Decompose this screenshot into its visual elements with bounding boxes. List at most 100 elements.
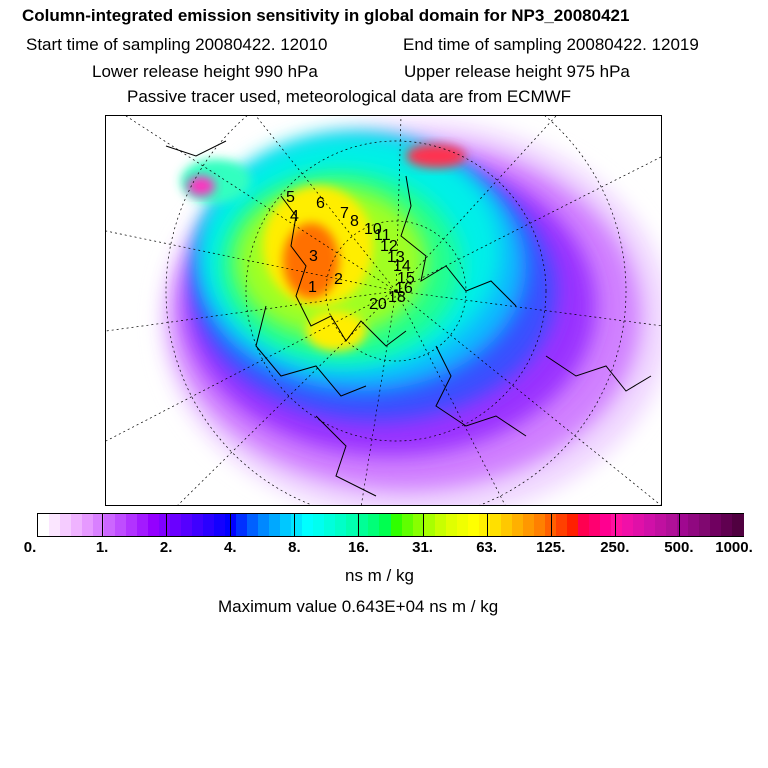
track-label: 1	[308, 279, 317, 296]
colorbar-swatch	[82, 514, 94, 536]
end-time-text: End time of sampling 20080422. 12019	[403, 35, 699, 54]
colorbar-swatch	[247, 514, 259, 536]
colorbar-swatch	[104, 514, 116, 536]
colorbar-swatch	[115, 514, 127, 536]
colorbar-swatch	[214, 514, 226, 536]
colorbar-swatch	[566, 514, 579, 536]
colorbar-swatch	[599, 514, 612, 536]
plot-title: Column-integrated emission sensitivity i…	[22, 6, 630, 25]
colorbar-swatch	[511, 514, 524, 536]
sensitivity-map: 1 2 3 4 5 6 7 8 10 11 12 13 14 15 16 18 20	[105, 115, 662, 506]
colorbar-swatch	[533, 514, 546, 536]
colorbar-swatch	[434, 514, 447, 536]
colorbar-divider	[102, 514, 104, 536]
colorbar-swatch	[665, 514, 678, 536]
colorbar-swatch	[709, 514, 722, 536]
track-label: 4	[290, 208, 299, 225]
colorbar-tick-label: 8.	[288, 539, 301, 556]
colorbar-swatch	[357, 514, 370, 536]
colorbar-swatch	[269, 514, 281, 536]
track-label: 18	[388, 289, 406, 306]
colorbar-swatch	[588, 514, 601, 536]
colorbar-divider	[294, 514, 296, 536]
colorbar-swatch	[236, 514, 248, 536]
colorbar-swatch	[203, 514, 215, 536]
colorbar-swatch	[126, 514, 138, 536]
colorbar-tick-label: 1000.	[715, 539, 753, 556]
colorbar-divider	[550, 514, 552, 536]
colorbar-swatch	[731, 514, 744, 536]
sensitivity-field	[161, 121, 661, 505]
start-time-text: Start time of sampling 20080422. 12010	[26, 35, 328, 54]
track-label: 16	[395, 280, 413, 297]
colorbar-swatch	[368, 514, 381, 536]
colorbar-swatch	[687, 514, 700, 536]
lower-release-text: Lower release height 990 hPa	[92, 62, 318, 81]
colorbar-swatch	[192, 514, 204, 536]
colorbar-swatch	[170, 514, 182, 536]
colorbar-swatch	[423, 514, 436, 536]
colorbar-swatch	[148, 514, 160, 536]
colorbar-divider	[678, 514, 680, 536]
colorbar-swatch	[258, 514, 270, 536]
colorbar-swatch	[676, 514, 689, 536]
colorbar-tick-label: 1.	[95, 539, 109, 556]
colorbar-divider	[486, 514, 488, 536]
track-label: 3	[309, 248, 318, 265]
colorbar-swatch	[632, 514, 645, 536]
colorbar-swatch	[324, 514, 337, 536]
track-label: 5	[286, 189, 295, 206]
colorbar-divider	[614, 514, 616, 536]
colorbar-swatch	[93, 514, 105, 536]
tracer-note-text: Passive tracer used, meteorological data…	[127, 87, 572, 106]
colorbar-swatch	[390, 514, 403, 536]
colorbar-swatch	[181, 514, 193, 536]
colorbar-swatch	[335, 514, 348, 536]
upper-release-text: Upper release height 975 hPa	[404, 62, 630, 81]
colorbar-swatch	[71, 514, 83, 536]
colorbar-swatch	[412, 514, 425, 536]
track-label: 20	[369, 296, 387, 313]
track-label: 2	[334, 271, 343, 288]
colorbar-swatch	[555, 514, 568, 536]
max-value-text: Maximum value 0.643E+04 ns m / kg	[218, 597, 499, 616]
colorbar-tick-label: 500.	[664, 539, 694, 556]
colorbar-swatch	[698, 514, 711, 536]
colorbar-swatch	[401, 514, 414, 536]
colorbar-divider	[358, 514, 360, 536]
colorbar-tick-label: 250.	[600, 539, 630, 556]
colorbar-swatch	[38, 514, 50, 536]
colorbar-swatch	[49, 514, 61, 536]
colorbar-swatch	[379, 514, 392, 536]
colorbar-swatch	[445, 514, 458, 536]
colorbar-swatch	[610, 514, 623, 536]
colorbar-swatch	[720, 514, 733, 536]
colorbar-swatch	[643, 514, 656, 536]
track-label: 15	[397, 270, 415, 287]
colorbar-divider	[230, 514, 232, 536]
track-label: 7	[340, 205, 349, 222]
track-label: 10	[364, 221, 382, 238]
colorbar-swatch	[313, 514, 325, 536]
colorbar-swatch	[137, 514, 149, 536]
track-label: 14	[393, 258, 411, 275]
colorbar	[37, 513, 744, 537]
track-label: 8	[350, 213, 359, 230]
colorbar-swatch	[544, 514, 557, 536]
colorbar-swatch	[478, 514, 491, 536]
colorbar-swatch	[654, 514, 667, 536]
track-label: 11	[374, 227, 391, 244]
track-label: 13	[387, 249, 405, 266]
colorbar-divider	[422, 514, 424, 536]
colorbar-divider	[166, 514, 168, 536]
colorbar-swatch	[467, 514, 480, 536]
colorbar-swatch	[302, 514, 314, 536]
coastlines	[165, 140, 652, 497]
track-label: 12	[380, 238, 398, 255]
colorbar-swatch	[291, 514, 303, 536]
colorbar-tick-label: 63.	[476, 539, 498, 556]
colorbar-tick-label: 2.	[159, 539, 173, 556]
colorbar-swatch	[159, 514, 171, 536]
